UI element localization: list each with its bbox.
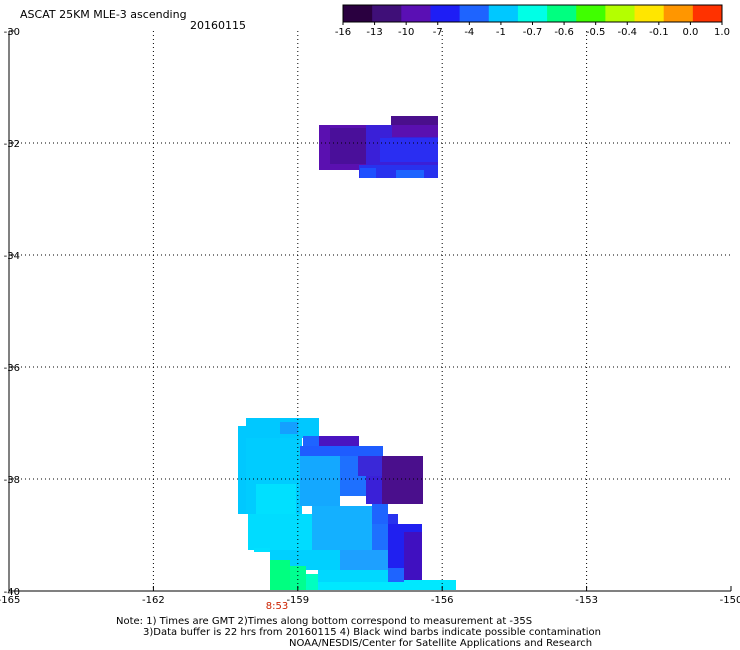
colorbar-label: -4 <box>464 27 474 38</box>
longitude-tick-label: -159 <box>286 595 309 606</box>
colorbar-swatch <box>430 5 461 22</box>
colorbar-label: 1.0 <box>714 27 730 38</box>
colorbar-label: -10 <box>398 27 414 38</box>
note-line-2: 3)Data buffer is 22 hrs from 20160115 4)… <box>143 627 601 638</box>
colorbar-swatch <box>576 5 606 22</box>
time-label: 8:53 <box>266 601 288 612</box>
latitude-tick-label: -36 <box>4 363 20 374</box>
colorbar <box>342 4 723 23</box>
colorbar-label: -0.6 <box>554 27 574 38</box>
note-line-3: NOAA/NESDIS/Center for Satellite Applica… <box>289 638 593 649</box>
product-title: ASCAT 25KM MLE-3 ascending <box>20 8 187 21</box>
latitude-tick-label: -38 <box>4 475 20 486</box>
colorbar-label: -1 <box>496 27 506 38</box>
longitude-tick-label: -150 <box>720 595 740 606</box>
colorbar-swatch <box>459 5 490 22</box>
longitude-tick-label: -165 <box>0 595 20 606</box>
colorbar-swatch <box>488 5 519 22</box>
colorbar-swatch <box>663 5 694 22</box>
colorbar-label: -0.1 <box>649 27 669 38</box>
map-grid <box>8 30 732 592</box>
latitude-tick-label: -32 <box>4 139 20 150</box>
colorbar-label: -0.5 <box>586 27 606 38</box>
colorbar-swatch <box>372 5 402 22</box>
colorbar-swatch <box>634 5 665 22</box>
colorbar-swatch <box>547 5 577 22</box>
south-swath <box>238 418 456 590</box>
colorbar-label: -16 <box>335 27 351 38</box>
colorbar-swatch <box>517 5 548 22</box>
colorbar-label: 0.0 <box>682 27 698 38</box>
latitude-tick-labels: -30 -32 -34 -36 -38 -40 <box>4 27 20 598</box>
latitude-tick-label: -34 <box>4 251 20 262</box>
colorbar-swatch <box>401 5 431 22</box>
colorbar-swatch <box>692 5 723 22</box>
colorbar-label: -0.4 <box>617 27 637 38</box>
colorbar-label: -0.7 <box>523 27 543 38</box>
north-swath <box>319 116 438 178</box>
colorbar-labels: -16 -13 -10 -7 -4 -1 -0.7 -0.6 -0.5 -0.4 -0.1 0.0 1.… <box>335 22 730 38</box>
longitude-tick-label: -162 <box>142 595 165 606</box>
colorbar-label: -13 <box>366 27 382 38</box>
colorbar-swatch <box>605 5 636 22</box>
colorbar-swatch <box>343 5 373 22</box>
longitude-tick-label: -153 <box>575 595 598 606</box>
latitude-tick-label: -30 <box>4 27 20 38</box>
longitude-tick-label: -156 <box>431 595 454 606</box>
longitude-tick-labels: -165 -162 -159 -156 -153 -150 <box>0 595 740 606</box>
product-date: 20160115 <box>190 19 246 32</box>
latitude-tick-label: -40 <box>4 587 20 598</box>
colorbar-label: -7 <box>433 27 443 38</box>
note-line-1: Note: 1) Times are GMT 2)Times along bot… <box>116 616 533 627</box>
data-swaths <box>238 116 456 590</box>
